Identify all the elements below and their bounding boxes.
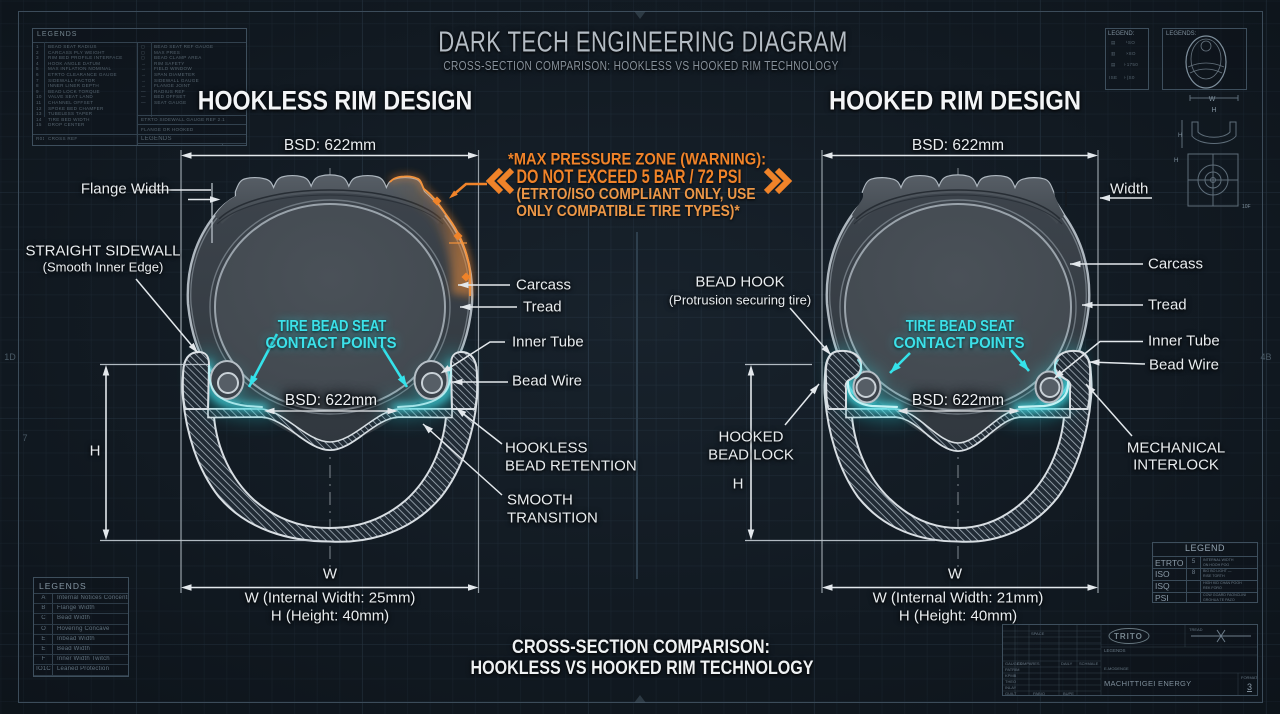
svg-text:H: H — [1178, 133, 1182, 139]
svg-text:10F: 10F — [1242, 204, 1251, 210]
svg-text:SPACE: SPACE — [1031, 631, 1045, 636]
svg-text:H: H — [1174, 158, 1178, 164]
svg-text:E-MODENGE: E-MODENGE — [1104, 666, 1129, 671]
svg-text:W: W — [1209, 96, 1216, 103]
svg-text:3: 3 — [1247, 682, 1252, 692]
svg-text:BUPE: BUPE — [1063, 691, 1074, 696]
svg-text:PABIO: PABIO — [1033, 691, 1045, 696]
svg-text:FORMAT: FORMAT — [1241, 675, 1258, 680]
svg-text:SCHMALE: SCHMALE — [1079, 661, 1099, 666]
svg-text:PATRIM: PATRIM — [1005, 667, 1020, 672]
svg-text:COMPARES: COMPARES — [1017, 661, 1040, 666]
svg-text:TREAD: TREAD — [1189, 627, 1203, 632]
svg-text:TRITO: TRITO — [1114, 632, 1143, 641]
svg-text:GAUGES: GAUGES — [1005, 661, 1022, 666]
svg-text:THEO: THEO — [1005, 679, 1016, 684]
svg-text:INLAY: INLAY — [1005, 685, 1017, 690]
svg-text:MACHITTIGEI ENERGY: MACHITTIGEI ENERGY — [1104, 679, 1192, 688]
svg-text:H: H — [1211, 107, 1216, 114]
svg-text:GUILT: GUILT — [1005, 691, 1017, 696]
svg-text:DAILY: DAILY — [1061, 661, 1073, 666]
svg-text:KPMB: KPMB — [1005, 673, 1017, 678]
svg-text:LEGENDS: LEGENDS — [1104, 648, 1126, 653]
